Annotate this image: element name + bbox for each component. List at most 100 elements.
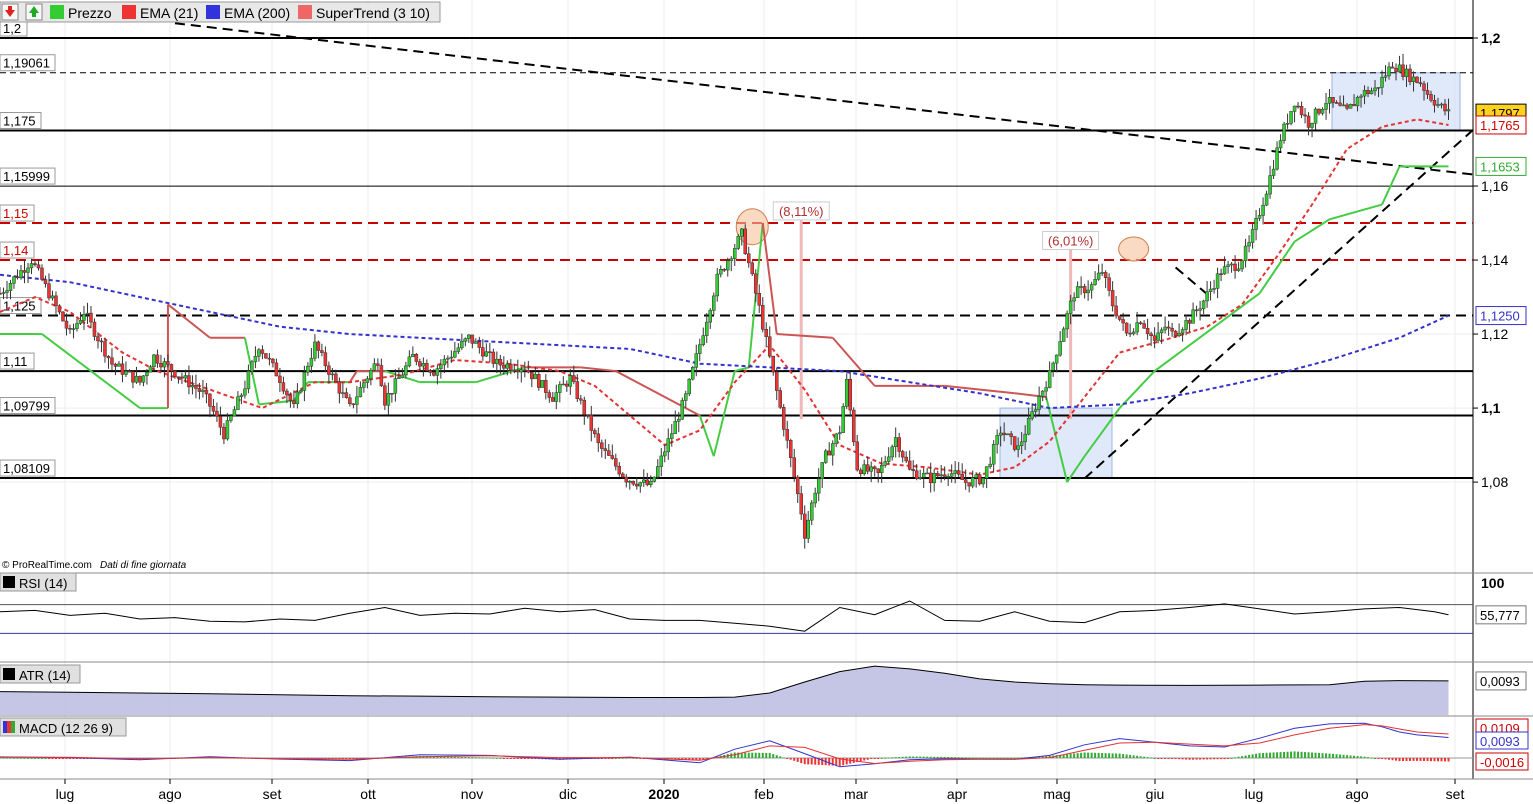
candle-body: [530, 371, 534, 380]
candle-body: [148, 366, 153, 373]
candle-body: [1233, 263, 1237, 271]
macd-histogram-bar: [1255, 753, 1258, 758]
annotation-label: (6,01%): [1048, 234, 1094, 249]
candle-body: [313, 341, 317, 359]
candle-body: [760, 304, 765, 330]
panel-frames: [0, 0, 1533, 780]
supertrend-segment: [580, 366, 616, 373]
y-tick-label: 1,12: [1481, 326, 1508, 342]
candle-body: [1292, 105, 1297, 112]
candle-body: [477, 341, 482, 348]
macd-last-label: 0,0093: [1480, 734, 1520, 749]
candle-body: [1380, 77, 1384, 88]
candle-body: [631, 480, 636, 485]
candle-body: [348, 397, 352, 405]
candle-body: [369, 370, 373, 379]
supertrend-segment: [734, 366, 750, 373]
candle-body: [928, 472, 933, 484]
candle-body: [1425, 90, 1430, 95]
candle-body: [1128, 332, 1132, 335]
candle-body: [516, 370, 520, 373]
macd-histogram-bar: [324, 758, 327, 760]
macd-histogram-bar: [800, 758, 803, 764]
candle-body: [621, 473, 625, 478]
candle-body: [474, 341, 478, 344]
candle-body: [505, 363, 510, 369]
candle-body: [963, 479, 968, 483]
x-tick-label: mag: [1043, 786, 1070, 802]
candle-body: [680, 400, 685, 420]
candle-body: [1040, 390, 1045, 397]
candle-body: [425, 363, 429, 371]
supertrend-segment: [1258, 240, 1296, 294]
candle-body: [495, 358, 499, 364]
macd-histogram-bar: [1444, 758, 1447, 762]
candle-body: [645, 479, 650, 485]
candle-body: [271, 358, 275, 364]
candle-body: [222, 426, 226, 440]
macd-histogram-bar: [873, 758, 876, 759]
macd-histogram-bar: [467, 757, 470, 759]
candle-body: [491, 351, 496, 364]
candle-body: [806, 519, 810, 539]
range-box: [1331, 72, 1461, 132]
candle-body: [232, 409, 237, 417]
candle-body: [379, 365, 384, 387]
supertrend-segment: [1083, 407, 1121, 457]
legend-swatch-supertrend: [298, 5, 312, 19]
candle-body: [502, 364, 506, 369]
y-tick-label: 1,1: [1481, 400, 1501, 416]
arrow-up-icon[interactable]: [25, 3, 43, 21]
macd-histogram-bar: [19, 757, 22, 759]
candle-body: [813, 492, 817, 504]
macd-histogram-bar: [1199, 758, 1202, 760]
candle-body: [1093, 278, 1097, 285]
candle-body: [1012, 436, 1017, 450]
candle-body: [823, 450, 828, 463]
candle-body: [746, 253, 751, 264]
candle-body: [1219, 273, 1223, 275]
macd-histogram-bar: [460, 756, 463, 758]
candle-body: [470, 334, 475, 344]
candle-body: [211, 406, 216, 412]
supertrend-segment: [1118, 370, 1156, 409]
candle-body: [1082, 286, 1087, 294]
candle-body: [1429, 94, 1433, 101]
atr-area: [0, 666, 1449, 715]
macd-histogram-bar: [740, 752, 743, 758]
candle-body: [851, 409, 856, 443]
macd-histogram-bar: [1178, 758, 1181, 760]
candle-body: [593, 430, 597, 435]
macd-histogram-bar: [933, 756, 936, 758]
macd-histogram-bar: [331, 758, 334, 760]
candle-body: [194, 385, 198, 389]
macd-histogram-bar: [1412, 758, 1415, 761]
last-value-box: [1475, 306, 1527, 326]
macd-histogram-bar: [1241, 756, 1244, 758]
macd-histogram-bar: [1164, 758, 1167, 759]
candle-body: [5, 290, 9, 293]
macd-histogram-bar: [856, 758, 859, 763]
candle-body: [1390, 66, 1395, 69]
candle-body: [785, 429, 789, 441]
macd-histogram-bar: [614, 758, 617, 759]
candle-body: [1446, 109, 1451, 112]
candle-body: [1033, 409, 1038, 412]
macd-histogram-bar: [737, 752, 740, 758]
candle-body: [1072, 297, 1076, 302]
candle-body: [764, 329, 768, 337]
macd-histogram-bar: [786, 758, 789, 759]
candle-body: [547, 392, 552, 398]
candle-body: [795, 476, 800, 494]
candle-body: [614, 458, 618, 467]
candle-body: [904, 456, 908, 462]
level-label-box: [0, 112, 42, 130]
candle-body: [767, 336, 772, 357]
macd-histogram-bar: [807, 758, 810, 765]
candle-body: [533, 374, 538, 380]
rsi-title: RSI (14): [19, 576, 67, 591]
macd-histogram-bar: [1143, 756, 1146, 758]
macd-histogram-bar: [1388, 758, 1391, 760]
macd-histogram-bar: [474, 757, 477, 759]
arrow-down-icon[interactable]: [1, 3, 19, 21]
